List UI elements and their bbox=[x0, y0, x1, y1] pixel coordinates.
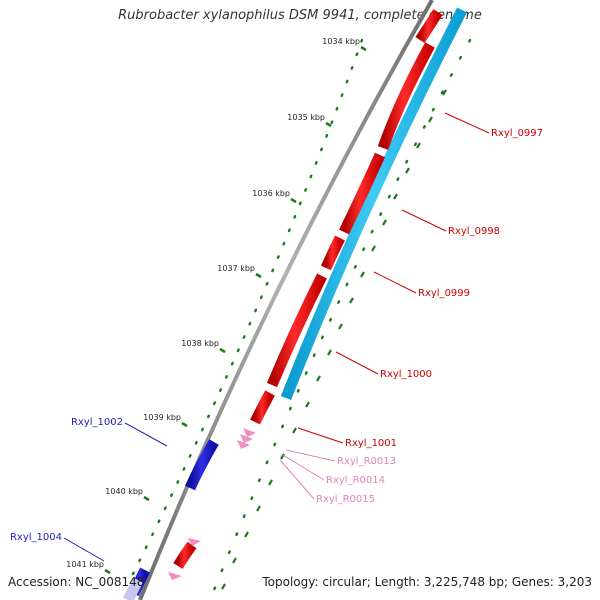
inner-ruler-tick bbox=[305, 401, 310, 408]
inner-ruler-tick bbox=[268, 479, 273, 486]
gene-block-rxyl-1004-shade bbox=[123, 577, 143, 600]
inner-dotted-arc bbox=[208, 38, 472, 600]
gene-leader-line bbox=[297, 427, 344, 444]
gene-leader-line bbox=[63, 537, 105, 562]
gene-label-rxyl-1002[interactable]: Rxyl_1002 bbox=[71, 417, 123, 428]
inner-ruler-tick bbox=[292, 427, 297, 434]
rna-lower-1[interactable] bbox=[188, 538, 201, 546]
gene-block-rxyl-0997[interactable] bbox=[377, 42, 435, 150]
inner-ruler-tick bbox=[360, 271, 365, 278]
ruler-label: 1037 kbp bbox=[217, 264, 255, 273]
inner-ruler-tick bbox=[428, 116, 433, 123]
inner-ruler-tick bbox=[221, 583, 226, 590]
inner-ruler-tick bbox=[316, 375, 321, 382]
gene-block-lower[interactable] bbox=[173, 541, 197, 569]
inner-ruler-tick bbox=[382, 219, 387, 226]
forward-genes bbox=[173, 9, 443, 569]
map-title: Rubrobacter xylanophilus DSM 9941, compl… bbox=[118, 8, 482, 23]
ruler-label: 1035 kbp bbox=[287, 113, 325, 122]
gene-label-rxyl-r0014[interactable]: Rxyl_R0014 bbox=[326, 475, 385, 486]
gene-label-rxyl-1000[interactable]: Rxyl_1000 bbox=[380, 369, 432, 380]
ruler-label: 1039 kbp bbox=[143, 413, 181, 422]
gene-leader-line bbox=[279, 459, 315, 500]
rna-lower-2[interactable] bbox=[168, 572, 182, 580]
gene-label-rxyl-1001[interactable]: Rxyl_1001 bbox=[345, 438, 397, 449]
accession-text: Accession: NC_008148 bbox=[8, 575, 145, 589]
inner-ruler-tick bbox=[327, 349, 332, 356]
ruler-major-tick bbox=[104, 568, 111, 575]
gene-leader-line bbox=[335, 351, 379, 375]
gene-label-rxyl-1004[interactable]: Rxyl_1004 bbox=[10, 532, 62, 543]
inner-ruler-tick bbox=[442, 89, 447, 96]
gene-leader-line bbox=[401, 209, 447, 232]
gene-label-rxyl-r0013[interactable]: Rxyl_R0013 bbox=[337, 456, 396, 467]
inner-ruler-tick bbox=[349, 297, 354, 304]
rna-rxyl-r0014[interactable] bbox=[240, 434, 253, 443]
gene-label-rxyl-0997[interactable]: Rxyl_0997 bbox=[491, 128, 543, 139]
inner-ruler-tick bbox=[338, 323, 343, 330]
gene-leader-line bbox=[444, 112, 490, 134]
ruler-major-tick bbox=[290, 197, 297, 204]
gene-label-rxyl-r0015[interactable]: Rxyl_R0015 bbox=[316, 494, 375, 505]
genome-backbone bbox=[138, 0, 434, 600]
cds-strip bbox=[280, 7, 467, 401]
gene-block-rxyl-1002[interactable] bbox=[184, 439, 219, 491]
inner-ruler-tick bbox=[256, 505, 261, 512]
inner-ruler-tick bbox=[232, 557, 237, 564]
reverse-genes bbox=[123, 439, 219, 600]
gene-block-rxyl-1001[interactable] bbox=[250, 390, 275, 425]
ruler-label: 1036 kbp bbox=[252, 189, 290, 198]
gene-leader-line bbox=[282, 454, 325, 481]
gene-block-rxyl-0998[interactable] bbox=[339, 152, 386, 235]
ruler-label: 1034 kbp bbox=[322, 37, 360, 46]
ruler-label: 1040 kbp bbox=[105, 487, 143, 496]
gene-labels: Rxyl_0997 Rxyl_0998 Rxyl_0999 Rxyl_1000 Rxyl… bbox=[10, 112, 543, 562]
gene-label-rxyl-0999[interactable]: Rxyl_0999 bbox=[418, 288, 470, 299]
genome-summary-text: Topology: circular; Length: 3,225,748 bp… bbox=[262, 575, 592, 589]
ruler-ticks: 1034 kbp 1035 kbp 1036 kbp 1037 kbp 1038 kbp… bbox=[66, 37, 447, 590]
ruler-major-tick bbox=[143, 495, 150, 502]
rna-features bbox=[168, 428, 256, 580]
ruler-major-tick bbox=[219, 347, 226, 354]
inner-ruler-tick bbox=[393, 193, 398, 200]
inner-ruler-tick bbox=[405, 167, 410, 174]
gene-block-rxyl-0999[interactable] bbox=[320, 235, 345, 271]
ruler-major-tick bbox=[360, 45, 367, 52]
gene-leader-line bbox=[285, 449, 336, 462]
gene-label-rxyl-0998[interactable]: Rxyl_0998 bbox=[448, 226, 500, 237]
gene-block-rxyl-0996[interactable] bbox=[415, 9, 443, 44]
ruler-major-tick bbox=[325, 121, 332, 128]
inner-ruler-tick bbox=[244, 531, 249, 538]
rna-rxyl-r0013[interactable] bbox=[243, 428, 256, 437]
rna-rxyl-r0015[interactable] bbox=[237, 440, 250, 449]
gene-block-rxyl-1000[interactable] bbox=[266, 273, 327, 388]
ruler-major-tick bbox=[255, 272, 262, 279]
ruler-label: 1041 kbp bbox=[66, 560, 104, 569]
inner-ruler-tick bbox=[416, 142, 421, 149]
inner-ruler-tick bbox=[371, 245, 376, 252]
ruler-major-tick bbox=[181, 421, 188, 428]
gene-leader-line bbox=[124, 422, 168, 447]
gene-leader-line bbox=[373, 271, 417, 294]
ruler-label: 1038 kbp bbox=[181, 339, 219, 348]
